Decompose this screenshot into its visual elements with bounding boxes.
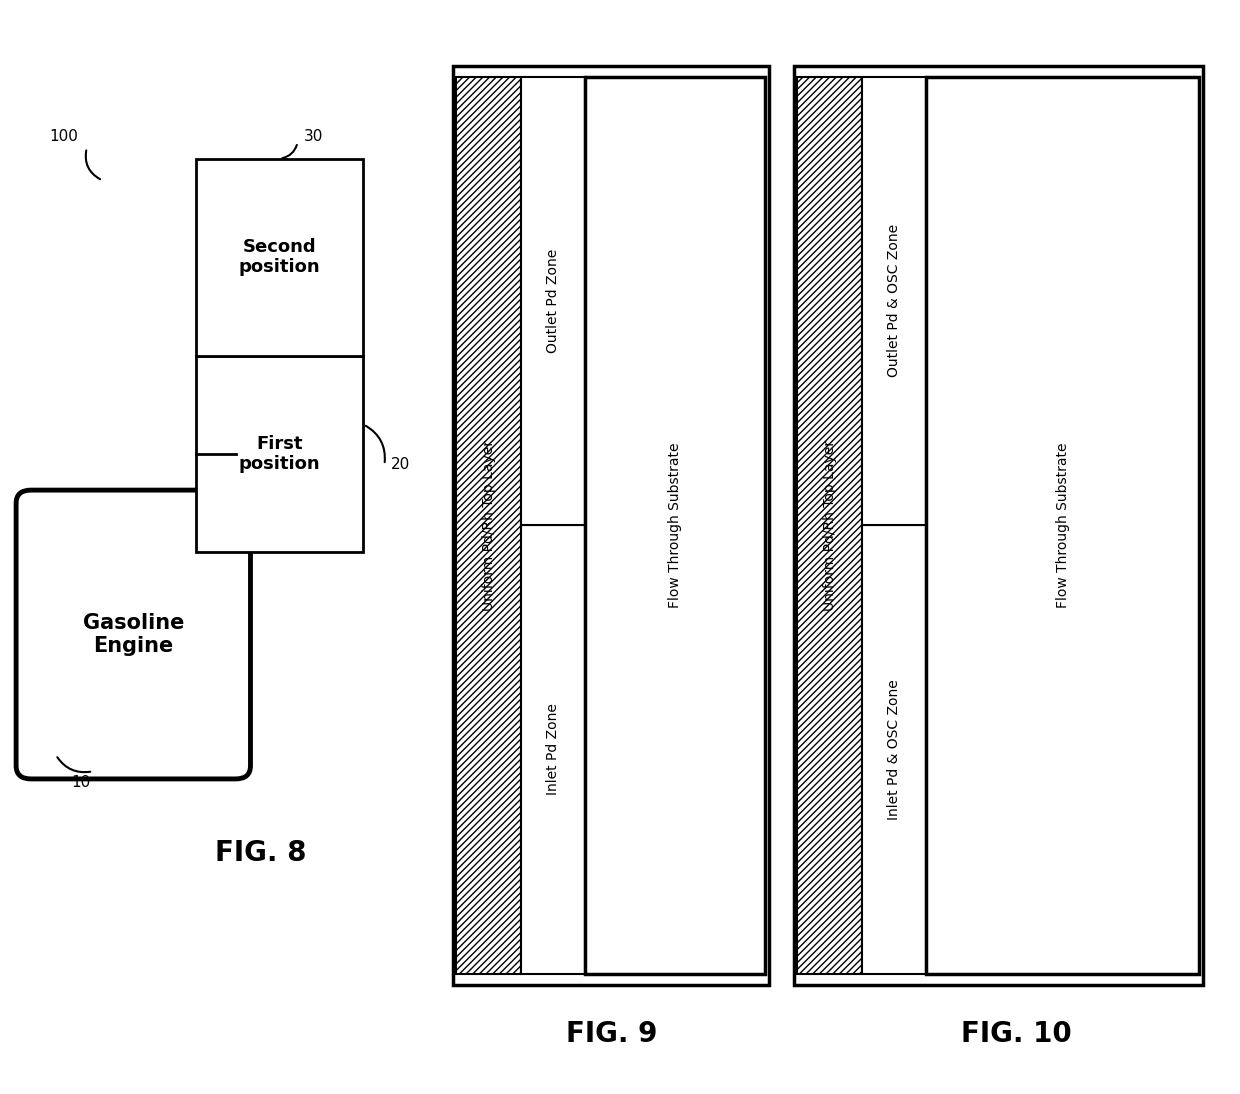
Bar	[196, 356, 363, 552]
Text: Inlet Pd & OSC Zone: Inlet Pd & OSC Zone	[887, 679, 901, 819]
Text: 20: 20	[391, 457, 410, 473]
Text: Flow Through Substrate: Flow Through Substrate	[1055, 442, 1070, 608]
Bar	[862, 525, 926, 974]
Bar	[521, 77, 585, 525]
Bar	[862, 77, 926, 525]
Text: 100: 100	[50, 129, 78, 144]
Bar	[453, 66, 769, 985]
Bar	[456, 77, 521, 974]
Text: Flow Through Substrate: Flow Through Substrate	[668, 442, 682, 608]
Bar	[196, 159, 363, 356]
Text: Outlet Pd & OSC Zone: Outlet Pd & OSC Zone	[887, 224, 901, 377]
Text: FIG. 10: FIG. 10	[961, 1020, 1073, 1048]
Text: FIG. 8: FIG. 8	[215, 839, 306, 868]
Text: Gasoline
Engine: Gasoline Engine	[83, 613, 184, 656]
Bar	[521, 525, 585, 974]
Text: FIG. 9: FIG. 9	[565, 1020, 657, 1048]
Text: Uniform Pd/Rh Top Layer: Uniform Pd/Rh Top Layer	[822, 440, 837, 610]
Text: 10: 10	[71, 775, 91, 790]
Bar	[797, 77, 862, 974]
FancyBboxPatch shape	[16, 490, 250, 779]
Text: Second
position: Second position	[239, 237, 320, 277]
Text: First
position: First position	[239, 434, 320, 474]
Bar	[926, 77, 1199, 974]
Text: Inlet Pd Zone: Inlet Pd Zone	[546, 703, 560, 795]
Text: 30: 30	[304, 129, 324, 144]
Text: Uniform Pd/Rh Top Layer: Uniform Pd/Rh Top Layer	[481, 440, 496, 610]
Text: Outlet Pd Zone: Outlet Pd Zone	[546, 248, 560, 353]
Bar	[794, 66, 1203, 985]
Bar	[585, 77, 765, 974]
